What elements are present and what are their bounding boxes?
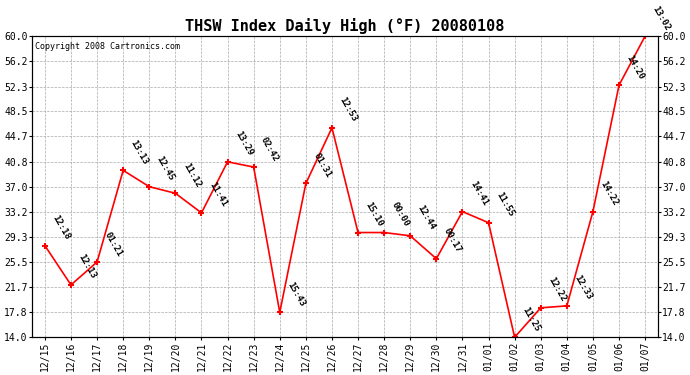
Text: 13:02: 13:02 (651, 4, 672, 32)
Text: 12:22: 12:22 (546, 276, 567, 304)
Text: 00:17: 00:17 (442, 227, 463, 255)
Text: 01:31: 01:31 (311, 152, 333, 179)
Text: 14:22: 14:22 (598, 180, 620, 207)
Text: 11:41: 11:41 (207, 181, 228, 209)
Text: 11:55: 11:55 (494, 191, 515, 219)
Text: 12:13: 12:13 (77, 253, 98, 281)
Text: 13:13: 13:13 (129, 138, 150, 166)
Text: 12:33: 12:33 (573, 274, 593, 302)
Text: 14:20: 14:20 (624, 53, 646, 81)
Text: 11:12: 11:12 (181, 161, 202, 189)
Title: THSW Index Daily High (°F) 20080108: THSW Index Daily High (°F) 20080108 (186, 18, 504, 33)
Text: 00:00: 00:00 (390, 201, 411, 228)
Text: 15:10: 15:10 (364, 201, 385, 228)
Text: 12:45: 12:45 (155, 155, 176, 183)
Text: 15:43: 15:43 (285, 280, 306, 308)
Text: 11:25: 11:25 (520, 305, 542, 333)
Text: 02:42: 02:42 (259, 135, 280, 163)
Text: 12:53: 12:53 (337, 96, 359, 124)
Text: 01:21: 01:21 (103, 230, 124, 258)
Text: 12:44: 12:44 (416, 204, 437, 232)
Text: 12:18: 12:18 (50, 214, 72, 242)
Text: 14:41: 14:41 (468, 180, 489, 207)
Text: Copyright 2008 Cartronics.com: Copyright 2008 Cartronics.com (35, 42, 180, 51)
Text: 13:29: 13:29 (233, 130, 255, 158)
